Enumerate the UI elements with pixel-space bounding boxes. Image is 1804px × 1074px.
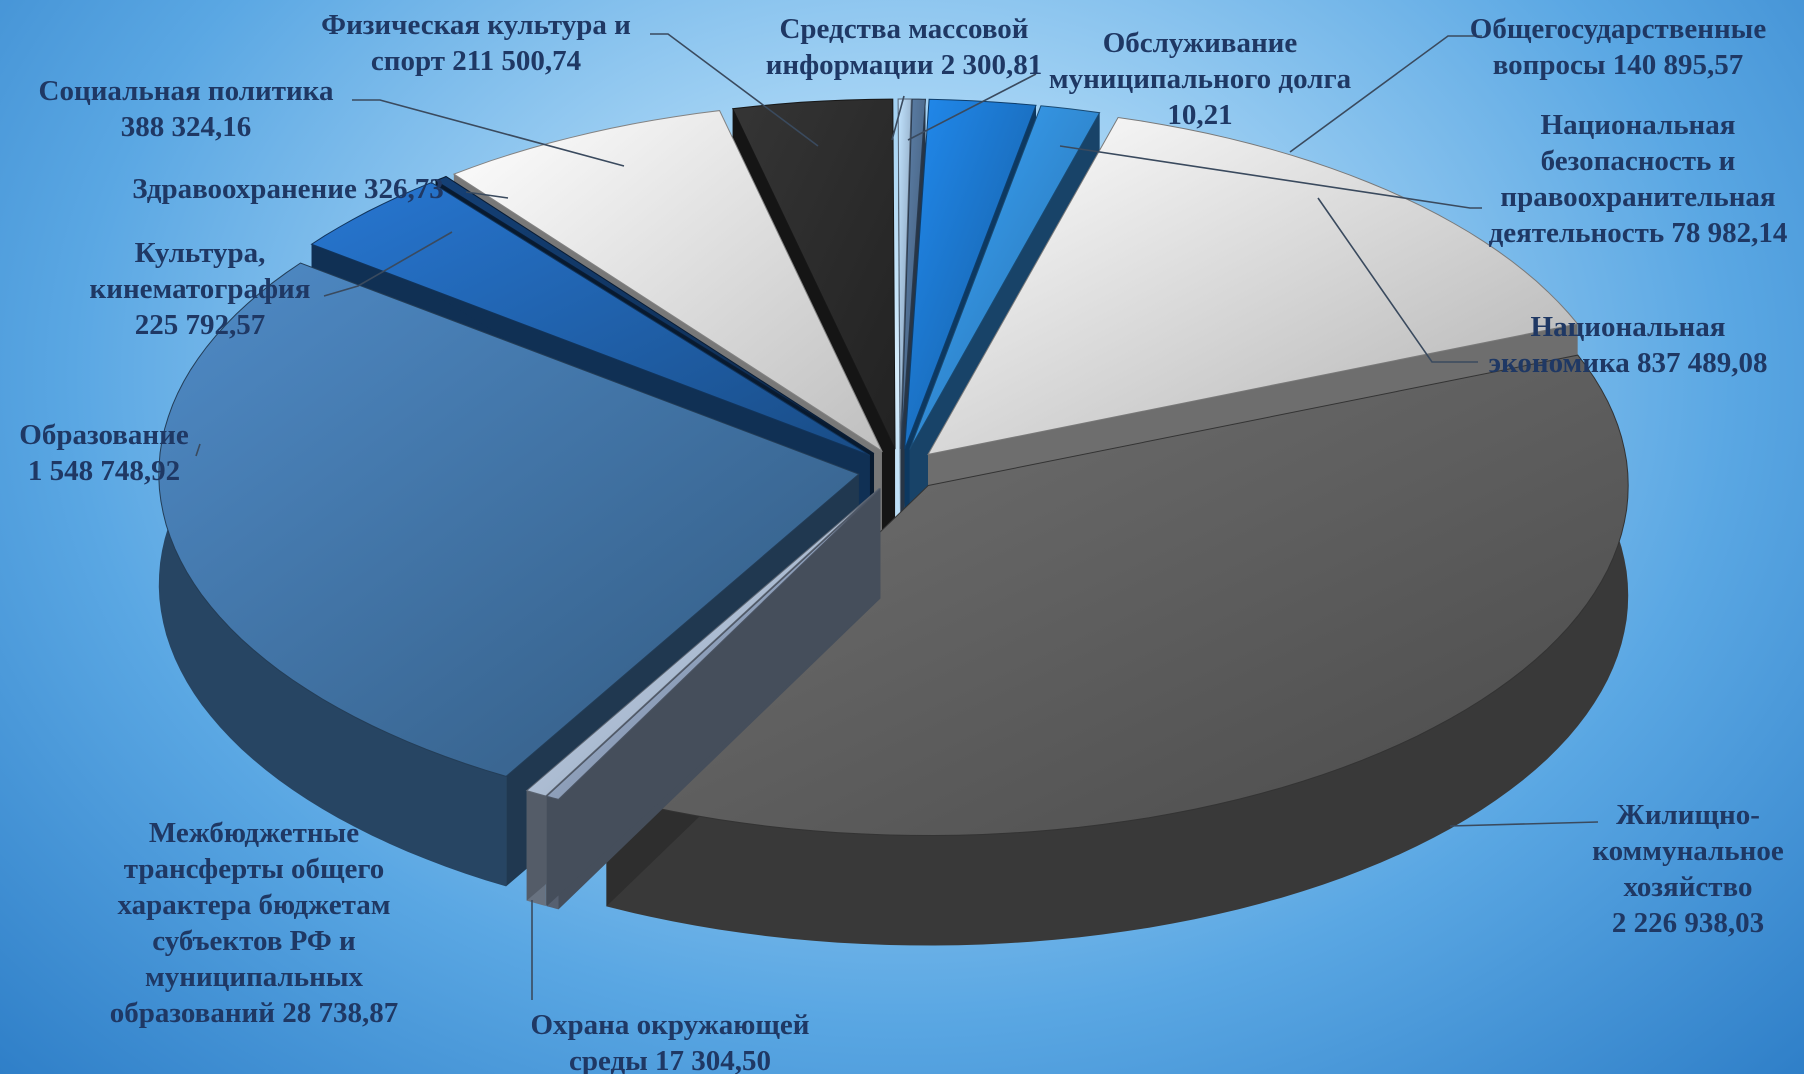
slice-side: [158, 263, 507, 887]
leader-line: [1059, 145, 1482, 209]
slice-label-line: Общегосударственные: [1470, 13, 1767, 45]
leader-line: [465, 191, 509, 199]
slice-label-line: информации 2 300,81: [766, 49, 1043, 81]
leader-line: [891, 95, 905, 141]
slice-label-line: Средства массовой: [779, 13, 1028, 45]
slice-label: Жилищно-коммунальное хозяйство 2 226 938,0…: [1592, 799, 1784, 939]
slice-top: [605, 354, 1629, 837]
slice-label-line: Охрана окружающей: [531, 1009, 810, 1041]
slice-label-line: вопросы 140 895,57: [1493, 49, 1744, 81]
slice-label-line: спорт 211 500,74: [371, 45, 581, 77]
leader-line: [1289, 35, 1482, 153]
slice-label-line: Культура,: [135, 237, 266, 269]
slice-label: Культура, кинематография 225 792,57: [90, 237, 311, 341]
slice-label-line: хозяйство: [1623, 871, 1752, 903]
leader-line: [650, 33, 819, 147]
slice-top: [927, 116, 1579, 456]
slice-label-line: Образование: [19, 419, 189, 451]
slice-label: Межбюджетные трансферты общего характера б…: [110, 817, 398, 1029]
slice-label-line: Жилищно-: [1616, 799, 1760, 831]
slice-label: Национальная экономика 837 489,08: [1489, 311, 1768, 379]
leader-line: [195, 443, 201, 457]
slice-top: [310, 181, 871, 456]
slice-label-line: правоохранительная: [1500, 181, 1775, 213]
slice-label-line: Национальная: [1541, 109, 1736, 141]
slice-label-line: Межбюджетные: [149, 817, 359, 849]
slice-label-line: субъектов РФ и: [152, 925, 356, 957]
slice-label: Физическая культура и спорт 211 500,74: [321, 9, 631, 77]
slice-wall: [546, 488, 881, 907]
slice-label: Охрана окружающей среды 17 304,50: [531, 1009, 810, 1074]
slice-side: [606, 355, 1629, 946]
slice-label-line: 2 226 938,03: [1612, 907, 1764, 939]
slice-label-line: 10,21: [1167, 99, 1232, 131]
slice-label-line: Физическая культура и: [321, 9, 631, 41]
slice-label-line: трансферты общего: [124, 853, 385, 885]
leader-line: [907, 73, 1037, 141]
slice-label-line: коммунальное: [1592, 835, 1784, 867]
slice-label: Образование 1 548 748,92: [19, 419, 189, 487]
slice-top: [545, 488, 881, 800]
leader-line: [1317, 197, 1478, 363]
slice-label-line: 388 324,16: [121, 111, 252, 143]
leader-line: [1449, 821, 1599, 827]
slice-top: [731, 98, 896, 450]
slice-label-line: муниципального долга: [1049, 63, 1352, 95]
slice-label-line: деятельность 78 982,14: [1489, 217, 1788, 249]
slice-label: Общегосударственные вопросы 140 895,57: [1470, 13, 1767, 81]
leader-line: [323, 231, 453, 297]
leader-line: [352, 99, 625, 167]
slice-top: [525, 487, 880, 797]
slice-label-line: Социальная политика: [39, 75, 334, 107]
slice-label-line: характера бюджетам: [118, 889, 391, 921]
slice-label: Социальная политика 388 324,16: [39, 75, 334, 143]
slice-label-line: Национальная: [1531, 311, 1726, 343]
slice-label-line: муниципальных: [145, 961, 364, 993]
slice-label-line: Здравоохранение 326,73: [132, 173, 444, 205]
slice-label-line: кинематография: [90, 273, 311, 305]
slice-label-line: образований 28 738,87: [110, 997, 398, 1029]
pie-slice: [545, 488, 881, 910]
slice-label-line: безопасность и: [1541, 145, 1736, 177]
slice-top: [897, 98, 912, 450]
slice-label-line: Обслуживание: [1103, 27, 1298, 59]
slice-label-line: 225 792,57: [135, 309, 266, 341]
slice-label: Обслуживание муниципального долга 10,21: [1049, 27, 1352, 131]
slice-top: [900, 98, 927, 450]
slice-top: [452, 110, 884, 453]
slice-label: Национальная безопасность и правоохранител…: [1489, 109, 1788, 249]
slice-label-line: среды 17 304,50: [569, 1045, 771, 1074]
slice-top: [158, 262, 860, 777]
slice-label-line: 1 548 748,92: [28, 455, 180, 487]
slice-top: [909, 105, 1101, 450]
slice-top: [434, 175, 875, 454]
slice-label: Здравоохранение 326,73: [132, 173, 444, 205]
slice-label-line: экономика 837 489,08: [1489, 347, 1768, 379]
slice-label: Средства массовой информации 2 300,81: [766, 13, 1043, 81]
